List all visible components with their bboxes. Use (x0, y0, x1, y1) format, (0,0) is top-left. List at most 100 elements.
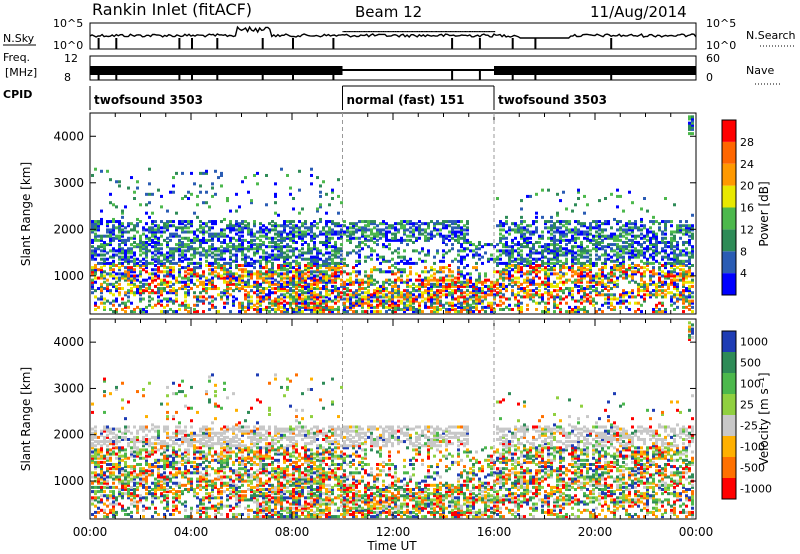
echo-cell (559, 297, 562, 301)
echo-cell (148, 201, 151, 205)
echo-cell (286, 295, 289, 299)
echo-cell (127, 230, 130, 234)
echo-cell (571, 259, 574, 263)
echo-cell (202, 253, 205, 257)
echo-cell (217, 276, 220, 280)
echo-cell (205, 201, 208, 205)
echo-cell (601, 238, 604, 242)
echo-cell (163, 270, 166, 274)
echo-cell (412, 234, 415, 238)
echo-cell (580, 249, 583, 253)
echo-cell (421, 278, 424, 282)
echo-cell (397, 270, 400, 274)
echo-cell (139, 297, 142, 301)
echo-cell (91, 270, 94, 274)
echo-cell (334, 266, 337, 270)
echo-cell (334, 274, 337, 278)
echo-cell (292, 301, 295, 305)
echo-cell (382, 305, 385, 309)
echo-cell (295, 276, 298, 280)
echo-cell (418, 310, 421, 314)
echo-cell (565, 278, 568, 282)
echo-cell (661, 240, 664, 244)
echo-cell (304, 305, 307, 309)
echo-cell (541, 282, 544, 286)
echo-cell (181, 228, 184, 232)
echo-cell (664, 226, 667, 230)
echo-cell (259, 276, 262, 280)
echo-cell (688, 270, 691, 274)
echo-cell (628, 295, 631, 299)
echo-cell (214, 247, 217, 251)
echo-cell (364, 236, 367, 240)
echo-cell (283, 230, 286, 234)
echo-cell (334, 249, 337, 253)
echo-cell (148, 192, 151, 196)
echo-cell (448, 307, 451, 311)
echo-cell (256, 249, 259, 253)
nsearch-dot (463, 31, 465, 33)
echo-cell (97, 234, 100, 238)
echo-cell (121, 230, 124, 234)
echo-cell (361, 280, 364, 284)
echo-cell (205, 259, 208, 263)
echo-cell (505, 268, 508, 272)
echo-cell (502, 301, 505, 305)
echo-cell (631, 230, 634, 234)
echo-cell (298, 276, 301, 280)
echo-cell (142, 228, 145, 232)
echo-cell (676, 287, 679, 291)
echo-cell (643, 240, 646, 244)
echo-cell (277, 245, 280, 249)
echo-cell (217, 266, 220, 270)
echo-cell (166, 270, 169, 274)
echo-cell (382, 295, 385, 299)
echo-cell (469, 272, 472, 276)
echo-cell (235, 266, 238, 270)
echo-cell (109, 230, 112, 234)
echo-cell (325, 282, 328, 286)
echo-cell (616, 259, 619, 263)
echo-cell (406, 280, 409, 284)
echo-cell (553, 289, 556, 293)
echo-cell (208, 268, 211, 272)
echo-cell (460, 220, 463, 224)
echo-cell (664, 240, 667, 244)
echo-cell (640, 266, 643, 270)
echo-cell (415, 307, 418, 311)
echo-cell (244, 270, 247, 274)
echo-cell (121, 249, 124, 253)
echo-cell (298, 169, 301, 173)
echo-cell (577, 274, 580, 278)
echo-cell (613, 305, 616, 309)
echo-cell (343, 261, 346, 265)
nsearch-dot (477, 31, 479, 33)
echo-cell (382, 282, 385, 286)
echo-cell (673, 282, 676, 286)
echo-cell (199, 230, 202, 234)
echo-cell (334, 247, 337, 251)
echo-cell (310, 297, 313, 301)
echo-cell (505, 243, 508, 247)
echo-cell (292, 310, 295, 314)
echo-cell (367, 299, 370, 303)
echo-cell (409, 305, 412, 309)
echo-cell (646, 238, 649, 242)
echo-cell (322, 261, 325, 265)
echo-cell (649, 278, 652, 282)
echo-cell (640, 249, 643, 253)
echo-cell (544, 274, 547, 278)
echo-cell (652, 245, 655, 249)
echo-cell (676, 247, 679, 251)
echo-cell (160, 280, 163, 284)
echo-cell (541, 293, 544, 297)
echo-cell (274, 307, 277, 311)
echo-cell (373, 310, 376, 314)
echo-cell (331, 228, 334, 232)
echo-cell (469, 243, 472, 247)
echo-cell (550, 293, 553, 297)
echo-cell (415, 297, 418, 301)
echo-cell (142, 264, 145, 268)
echo-cell (523, 280, 526, 284)
echo-cell (289, 303, 292, 307)
